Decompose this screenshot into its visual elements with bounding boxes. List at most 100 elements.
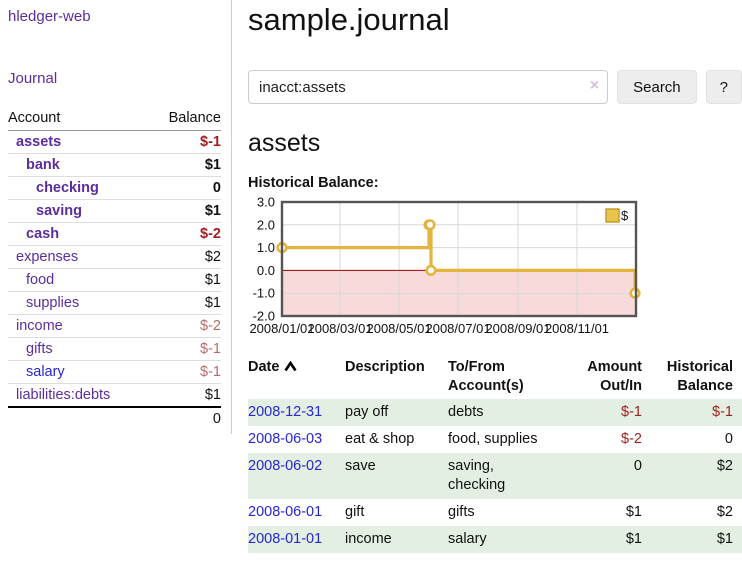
search-button[interactable]: Search [617,70,697,104]
x-tick-label: 2008/09/01 [485,321,550,336]
x-tick-label: 2008/01/01 [249,321,314,336]
register-header-amount: Amount Out/In [587,359,642,394]
transaction-balance: $2 [716,458,733,474]
transaction-row: 2008-01-01 income salary $1 $1 [248,526,742,553]
accounts-total-row: 0 [8,406,221,430]
y-tick-label: -2.0 [253,309,275,324]
transaction-row: 2008-12-31 pay off debts $-1 $-1 [248,399,742,426]
account-balance: $-1 [200,134,221,150]
account-row: food $1 [8,268,221,292]
x-tick-label: 2008/07/01 [425,321,490,336]
account-row: liabilities:debts $1 [8,383,221,407]
transaction-date-link[interactable]: 2008-06-02 [248,458,323,474]
account-row: salary $-1 [8,360,221,384]
legend-label: $ [621,208,629,223]
accounts-table: Account Balance assets $-1 bank $1 checking 0… [8,107,221,430]
transaction-row: 2008-06-01 gift gifts $1 $2 [248,499,742,526]
help-button[interactable]: ? [705,70,742,104]
account-heading: assets [248,129,321,157]
account-link[interactable]: bank [26,157,60,173]
account-link[interactable]: liabilities:debts [16,387,111,403]
transaction-row: 2008-06-03 eat & shop food, supplies $-2 0 [248,426,742,453]
transaction-amount: $1 [625,531,642,547]
transaction-row: 2008-06-02 save saving, checking 0 $2 [248,453,742,499]
transaction-accounts: saving, checking [448,458,506,493]
x-tick-label: 2008/03/01 [307,321,372,336]
sort-asc-icon [284,360,298,372]
account-link[interactable]: cash [26,226,60,242]
transaction-amount: 0 [633,458,642,474]
account-balance: $-1 [148,337,221,361]
search-form: × Search ? [248,70,742,104]
account-balance: $1 [148,153,221,177]
transaction-date-link[interactable]: 2008-01-01 [248,531,323,547]
accounts-header-account: Account [8,107,149,131]
register-header-tofrom: To/From Account(s) [448,359,524,394]
account-row: bank $1 [8,153,221,177]
transaction-date-link[interactable]: 2008-06-03 [248,431,323,447]
transaction-balance: $1 [716,531,733,547]
y-tick-label: -1.0 [253,286,275,301]
account-link[interactable]: gifts [26,341,53,357]
transaction-accounts: salary [448,531,487,547]
transaction-description: pay off [345,404,389,420]
account-balance: 0 [148,176,221,200]
account-balance: $1 [148,383,221,407]
register-header-description: Description [345,359,425,375]
account-balance: $1 [148,268,221,292]
x-tick-label: 2008/11/01 [545,321,609,336]
account-row: assets $-1 [8,131,221,154]
transaction-date-link[interactable]: 2008-06-01 [248,504,323,520]
account-link[interactable]: income [16,318,63,334]
transaction-date-link[interactable]: 2008-12-31 [248,404,323,420]
account-balance: $2 [148,245,221,269]
account-row: expenses $2 [8,245,221,269]
account-balance: $-2 [148,222,221,246]
register-header-historical: Historical Balance [666,359,733,394]
data-point-marker [425,264,437,276]
clear-search-icon[interactable]: × [589,77,600,94]
account-row: gifts $-1 [8,337,221,361]
account-link[interactable]: supplies [26,295,80,311]
y-tick-label: 3.0 [257,195,275,210]
legend-swatch-icon [605,208,620,223]
transaction-balance: $2 [716,504,733,520]
account-link[interactable]: expenses [16,249,79,265]
account-row: saving $1 [8,199,221,223]
account-link[interactable]: assets [16,134,62,150]
transaction-description: gift [345,504,365,520]
main-content: sample.journal × Search ? assets Histori… [248,0,742,553]
data-point-marker [424,219,436,231]
account-link[interactable]: food [26,272,55,288]
account-row: checking 0 [8,176,221,200]
transaction-amount: $-2 [621,431,642,447]
y-tick-label: 0.0 [257,263,275,278]
y-tick-label: 2.0 [257,217,275,232]
transaction-balance: $-1 [712,404,733,420]
app-brand-link[interactable]: hledger-web [8,8,91,25]
transaction-accounts: debts [448,404,484,420]
sidebar: hledger-web Journal Account Balance asse… [0,0,232,434]
search-input-wrap: × [248,70,609,104]
chart-svg: 3.0 2.0 1.0 0.0 -1.0 -2.02008/01/012008/03/01… [249,195,641,336]
transaction-accounts: gifts [448,504,475,520]
chart-title: Historical Balance: [248,175,379,191]
account-balance: $1 [148,199,221,223]
register-header-date[interactable]: Date [248,355,345,399]
accounts-total-balance: 0 [148,406,221,430]
account-link[interactable]: salary [26,364,65,380]
transaction-description: save [345,458,376,474]
search-input[interactable] [248,70,609,104]
account-balance: $-1 [148,360,221,384]
transaction-amount: $-1 [621,404,642,420]
account-link[interactable]: checking [36,180,99,196]
register-table: Date Description To/From Account(s) Amount … [248,355,742,553]
page-title: sample.journal [248,2,450,37]
transaction-accounts: food, supplies [448,431,538,447]
sidebar-item-journal[interactable]: Journal [8,70,58,87]
account-row: cash $-2 [8,222,221,246]
account-link[interactable]: saving [36,203,82,219]
account-row: supplies $1 [8,291,221,315]
y-tick-label: 1.0 [257,240,275,255]
account-balance: $1 [148,291,221,315]
